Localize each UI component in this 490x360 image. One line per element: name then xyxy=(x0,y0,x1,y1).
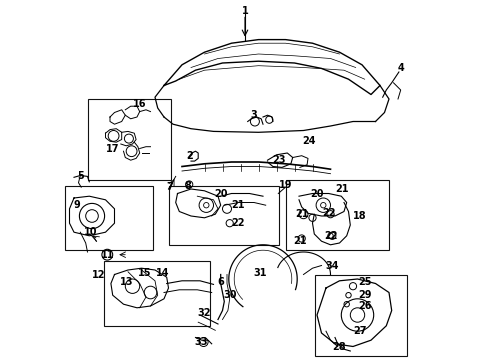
Text: 29: 29 xyxy=(358,290,371,300)
Text: 30: 30 xyxy=(223,290,237,300)
Text: 19: 19 xyxy=(279,180,292,190)
Text: 23: 23 xyxy=(272,155,286,165)
Text: 34: 34 xyxy=(325,261,339,270)
Text: 21: 21 xyxy=(231,200,245,210)
Text: 6: 6 xyxy=(218,277,224,287)
Bar xyxy=(104,261,210,326)
Text: 21: 21 xyxy=(295,209,308,219)
Text: 22: 22 xyxy=(325,231,338,241)
Text: 20: 20 xyxy=(214,189,227,198)
Bar xyxy=(169,186,279,245)
Bar xyxy=(88,99,171,180)
Text: 32: 32 xyxy=(198,308,211,318)
Text: 31: 31 xyxy=(253,268,267,278)
Text: 11: 11 xyxy=(100,250,114,260)
Text: 1: 1 xyxy=(242,6,248,16)
Text: 21: 21 xyxy=(336,184,349,194)
Bar xyxy=(65,186,153,250)
Text: 25: 25 xyxy=(358,277,371,287)
Text: 18: 18 xyxy=(352,211,366,221)
Text: 27: 27 xyxy=(353,326,367,336)
Text: 5: 5 xyxy=(77,171,84,181)
Bar xyxy=(286,180,389,250)
Bar xyxy=(315,275,407,356)
Text: 14: 14 xyxy=(155,268,169,278)
Text: 15: 15 xyxy=(138,268,151,278)
Text: 4: 4 xyxy=(397,63,404,72)
Text: 13: 13 xyxy=(121,277,134,287)
Text: 7: 7 xyxy=(166,182,173,192)
Text: 17: 17 xyxy=(106,144,120,153)
Text: 24: 24 xyxy=(302,136,316,146)
Text: 9: 9 xyxy=(74,200,80,210)
Text: 10: 10 xyxy=(83,227,97,237)
Text: 2: 2 xyxy=(186,151,193,161)
Text: 3: 3 xyxy=(250,110,257,120)
Text: 22: 22 xyxy=(322,208,336,218)
Text: 8: 8 xyxy=(185,181,192,191)
Text: 12: 12 xyxy=(92,270,105,279)
Text: 26: 26 xyxy=(358,301,371,311)
Text: 16: 16 xyxy=(133,99,147,108)
Text: 20: 20 xyxy=(310,189,324,198)
Text: 28: 28 xyxy=(333,342,346,351)
Text: 22: 22 xyxy=(231,218,245,228)
Text: 33: 33 xyxy=(194,337,208,347)
Text: 21: 21 xyxy=(293,236,307,246)
